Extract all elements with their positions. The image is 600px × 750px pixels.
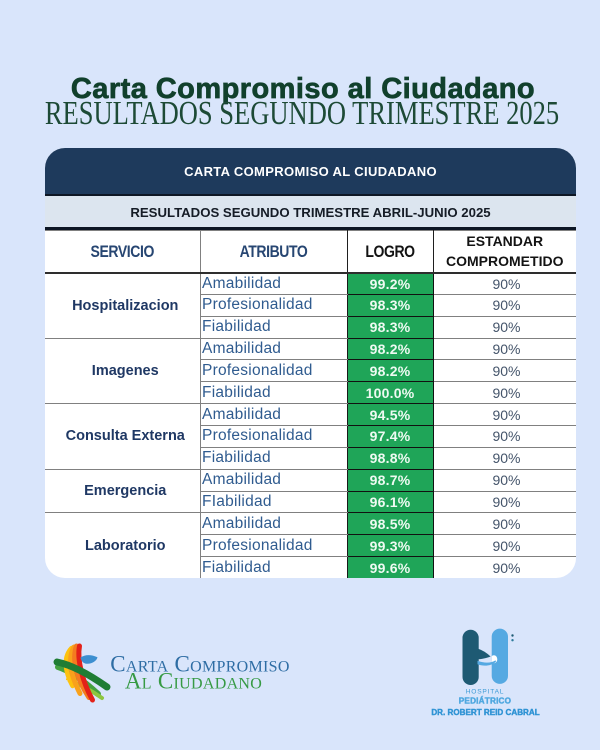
svg-text:DR. ROBERT REID CABRAL: DR. ROBERT REID CABRAL: [431, 708, 539, 717]
svg-text:PEDIÁTRICO: PEDIÁTRICO: [459, 696, 512, 706]
svg-text:Carta Compromiso: Carta Compromiso: [110, 652, 289, 677]
svg-text:HOSPITAL: HOSPITAL: [466, 689, 505, 696]
svg-text:Al Ciudadano: Al Ciudadano: [125, 668, 262, 693]
